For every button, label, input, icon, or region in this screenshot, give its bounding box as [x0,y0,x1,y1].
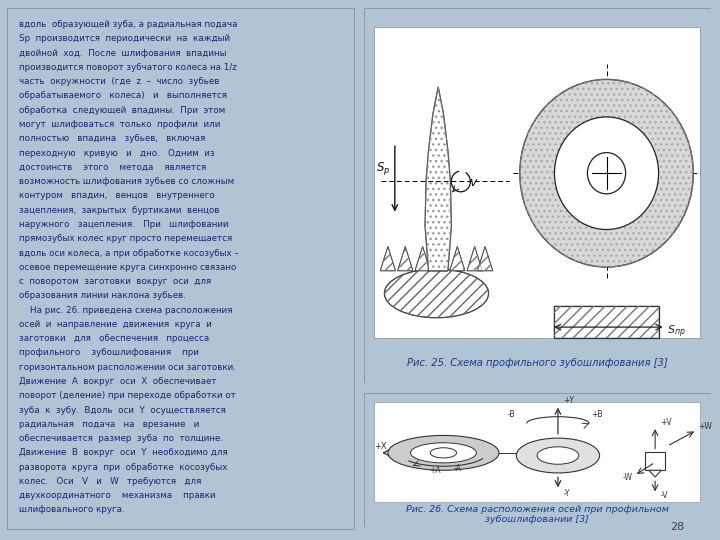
Polygon shape [450,246,465,271]
Polygon shape [649,470,662,477]
Text: Рис. 25. Схема профильного зубошлифования [3]: Рис. 25. Схема профильного зубошлифовани… [407,358,667,368]
Ellipse shape [516,438,600,473]
Text: горизонтальном расположении оси заготовки.: горизонтальном расположении оси заготовк… [19,363,236,372]
Text: Движение  В  вокруг  оси  Y  необходимо для: Движение В вокруг оси Y необходимо для [19,448,228,457]
Text: достоинств    этого    метода    является: достоинств этого метода является [19,163,207,172]
Text: образования линии наклона зубьев.: образования линии наклона зубьев. [19,292,186,300]
Text: -B: -B [508,410,516,418]
Text: +X: +X [374,442,387,451]
Text: вдоль оси колеса, а при обработке косозубых –: вдоль оси колеса, а при обработке косозу… [19,248,239,258]
Ellipse shape [520,79,693,267]
Text: обработка  следующей  впадины.  При  этом: обработка следующей впадины. При этом [19,106,225,114]
Text: вдоль  образующей зуба, а радиальная подача: вдоль образующей зуба, а радиальная пода… [19,20,238,29]
Text: +B: +B [591,410,603,418]
Text: полностью   впадина   зубьев,   включая: полностью впадина зубьев, включая [19,134,206,143]
Ellipse shape [554,117,659,230]
Text: Рис. 26. Схема расположения осей при профильном
зубошлифовании [3]: Рис. 26. Схема расположения осей при про… [405,505,669,524]
Ellipse shape [388,435,499,470]
Text: +W: +W [698,422,712,431]
Text: часть  окружности  (где  z  –  число  зубьев: часть окружности (где z – число зубьев [19,77,220,86]
Text: двухкоординатного    механизма    правки: двухкоординатного механизма правки [19,491,216,500]
Text: 28: 28 [670,522,684,532]
Text: -X: -X [528,444,536,454]
Text: обрабатываемого   колеса)   и   выполняется: обрабатываемого колеса) и выполняется [19,91,228,100]
Text: поворот (деление) при переходе обработки от: поворот (деление) при переходе обработки… [19,392,236,400]
Polygon shape [415,246,431,271]
Text: -W: -W [622,473,632,482]
Polygon shape [467,246,482,271]
Text: осей  и  направление  движения  круга  и: осей и направление движения круга и [19,320,212,329]
Text: $S_p$: $S_p$ [376,160,390,178]
Text: переходную   кривую   и   дно.   Одним  из: переходную кривую и дно. Одним из [19,148,215,158]
Text: контуром   впадин,   венцов   внутреннего: контуром впадин, венцов внутреннего [19,191,215,200]
Text: заготовки   для   обеспечения   процесса: заготовки для обеспечения процесса [19,334,210,343]
Text: колес.   Оси   V   и   W   требуются   для: колес. Оси V и W требуются для [19,477,202,486]
Polygon shape [380,246,395,271]
Text: могут  шлифоваться  только  профили  или: могут шлифоваться только профили или [19,120,221,129]
Polygon shape [397,246,413,271]
Polygon shape [432,246,448,271]
Text: двойной  ход.  После  шлифования  впадины: двойной ход. После шлифования впадины [19,49,227,58]
Text: с  поворотом  заготовки  вокруг  оси  для: с поворотом заготовки вокруг оси для [19,277,212,286]
Text: -A: -A [454,464,462,473]
Text: зуба  к  зубу.  Вдоль  оси  Y  осуществляется: зуба к зубу. Вдоль оси Y осуществляется [19,406,226,415]
Text: возможность шлифования зубьев со сложным: возможность шлифования зубьев со сложным [19,177,235,186]
Bar [645,452,665,470]
Bar [554,307,659,339]
Ellipse shape [410,443,477,463]
Ellipse shape [537,447,579,464]
Polygon shape [425,87,451,271]
Text: производится поворот зубчатого колеса на 1/z: производится поворот зубчатого колеса на… [19,63,237,72]
Text: разворота  круга  при  обработке  косозубых: разворота круга при обработке косозубых [19,463,228,471]
Text: +V: +V [660,418,672,427]
Text: Sр  производится  периодически  на  каждый: Sр производится периодически на каждый [19,35,230,43]
Text: наружного   зацепления.   При   шлифовании: наружного зацепления. При шлифовании [19,220,229,229]
Text: $S_{пр}$: $S_{пр}$ [667,324,686,340]
Text: обеспечивается  размер  зуба  по  толщине.: обеспечивается размер зуба по толщине. [19,434,223,443]
Text: +A: +A [430,466,441,475]
Text: На рис. 26. приведена схема расположения: На рис. 26. приведена схема расположения [19,306,233,315]
Text: радиальная   подача   на   врезание   и: радиальная подача на врезание и [19,420,199,429]
Text: шлифовального круга.: шлифовального круга. [19,505,125,515]
Text: зацепления,  закрытых  буртиками  венцов: зацепления, закрытых буртиками венцов [19,206,220,215]
Text: Движение  А  вокруг  оси  Х  обеспечивает: Движение А вокруг оси Х обеспечивает [19,377,217,386]
Bar [374,27,701,339]
Circle shape [431,448,456,458]
Bar [554,307,659,339]
Text: прямозубых колес круг просто перемещается: прямозубых колес круг просто перемещаетс… [19,234,233,243]
Bar [374,402,701,502]
Ellipse shape [384,269,489,318]
Text: +Y: +Y [563,396,574,406]
Text: осевое перемещение круга синхронно связано: осевое перемещение круга синхронно связа… [19,263,237,272]
Text: -Y: -Y [563,489,570,498]
Polygon shape [477,246,492,271]
Text: -V: -V [660,491,668,501]
Circle shape [588,153,626,194]
Text: профильного    зубошлифования    при: профильного зубошлифования при [19,348,199,357]
Text: $v$: $v$ [469,177,479,190]
